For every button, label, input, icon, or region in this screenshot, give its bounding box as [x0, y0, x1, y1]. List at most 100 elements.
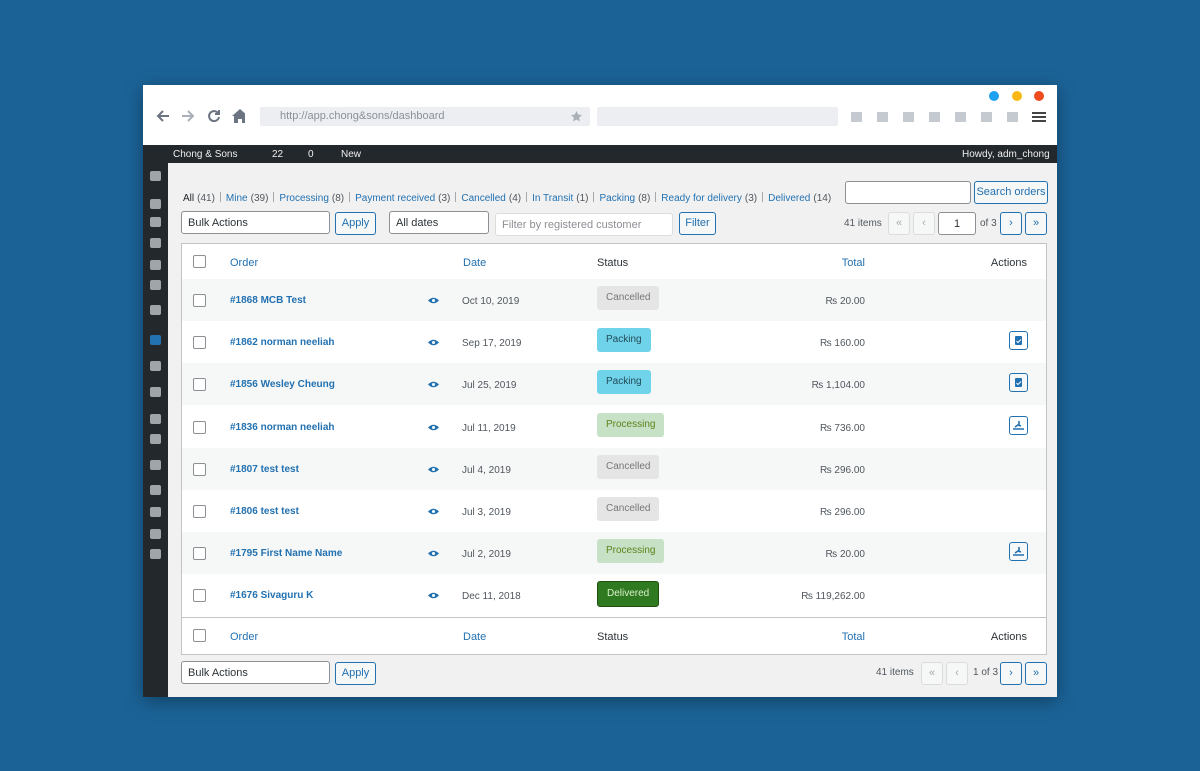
next-page-bottom[interactable]: ›	[1000, 662, 1022, 685]
checkbox[interactable]	[193, 255, 206, 268]
preview-icon[interactable]	[428, 550, 439, 557]
action-button[interactable]	[1009, 415, 1028, 435]
menu-icon[interactable]	[150, 485, 161, 495]
preview-icon[interactable]	[428, 508, 439, 515]
nav-icons[interactable]	[155, 108, 245, 124]
order-link[interactable]: #1807 test test	[230, 463, 299, 475]
filter-button[interactable]: Filter	[679, 212, 716, 235]
column-header[interactable]: Date	[463, 631, 487, 643]
menu-icon[interactable]	[150, 460, 161, 470]
order-link[interactable]: #1806 test test	[230, 506, 299, 517]
checkbox[interactable]	[193, 420, 206, 434]
filter-count: (1)	[576, 193, 589, 204]
apply-button[interactable]: Apply	[335, 212, 376, 235]
comments[interactable]: 0	[308, 149, 314, 160]
order-link[interactable]: #1795 First Name Name	[230, 548, 343, 560]
menu[interactable]	[1032, 112, 1046, 122]
menu-icon[interactable]	[150, 171, 161, 181]
star[interactable]	[571, 111, 582, 122]
menu-icon[interactable]	[150, 434, 161, 444]
menu-icon[interactable]	[150, 280, 161, 290]
last-page[interactable]: »	[1025, 212, 1047, 235]
order-link[interactable]: #1676 Sivaguru K	[230, 590, 314, 602]
checkbox[interactable]	[193, 378, 206, 392]
site-name[interactable]: Chong & Sons	[173, 149, 238, 160]
items-count-bottom: 41 items	[876, 667, 914, 678]
menu-icon[interactable]	[150, 305, 161, 315]
filter-link[interactable]: Cancelled	[461, 193, 506, 204]
action-button[interactable]	[1009, 373, 1028, 393]
column-header[interactable]: Order	[230, 257, 259, 269]
preview-icon[interactable]	[428, 466, 439, 473]
checkbox[interactable]	[193, 629, 206, 642]
date-select[interactable]: All dates	[389, 211, 489, 234]
order-link[interactable]: #1862 norman neeliah	[230, 337, 335, 349]
checkbox[interactable]	[193, 462, 206, 476]
order-link[interactable]: #1868 MCB Test	[230, 295, 306, 306]
filter-link[interactable]: Mine	[225, 193, 248, 204]
menu-icon[interactable]	[150, 549, 161, 559]
filter-link[interactable]: Packing	[599, 193, 636, 204]
preview-icon[interactable]	[428, 297, 439, 304]
menu-icon[interactable]	[150, 507, 161, 517]
column-header[interactable]: Total	[841, 631, 865, 643]
status-filters: All (41) Mine (39) Processing (8) Payment rece…	[183, 192, 831, 204]
filter-link[interactable]: Delivered	[768, 193, 811, 204]
preview-icon[interactable]	[428, 592, 439, 599]
column-header[interactable]: Order	[230, 631, 259, 643]
first-page[interactable]: «	[888, 212, 910, 235]
checkbox[interactable]	[193, 294, 206, 307]
howdy[interactable]: Howdy, adm_chong	[962, 149, 1050, 160]
menu-icon[interactable]	[150, 414, 161, 424]
bulk-select-bottom[interactable]: Bulk Actions	[181, 661, 330, 684]
action-button[interactable]	[1009, 542, 1028, 562]
menu-icon[interactable]	[150, 387, 161, 397]
menu-icon[interactable]	[150, 529, 161, 539]
updates[interactable]: 22	[272, 149, 284, 160]
menu-icon[interactable]	[150, 199, 161, 209]
filter-link[interactable]: Ready for delivery	[661, 193, 742, 204]
menu-icon[interactable]	[150, 260, 161, 270]
search-button[interactable]: Search orders	[974, 181, 1048, 204]
filter-count: (8)	[331, 193, 345, 204]
next-page[interactable]: ›	[1000, 212, 1022, 235]
search-bar[interactable]	[597, 107, 838, 126]
prev-page-bottom[interactable]: ‹	[946, 662, 968, 685]
action-button[interactable]	[1009, 331, 1028, 351]
url-bar[interactable]: http://app.chong&sons/dashboard	[260, 107, 590, 126]
menu-icon[interactable]	[150, 238, 161, 248]
filter-link[interactable]: Payment received	[355, 193, 436, 204]
filter-link[interactable]: Processing	[279, 193, 329, 204]
column-header[interactable]: Date	[463, 257, 487, 269]
customer-select[interactable]: Filter by registered customer	[495, 213, 673, 236]
column-header[interactable]: Total	[841, 257, 865, 269]
filter-link[interactable]: All	[183, 193, 195, 204]
bulk-select[interactable]: Bulk Actions	[181, 211, 330, 234]
filter-count: (39)	[250, 193, 269, 204]
preview-icon[interactable]	[428, 424, 439, 431]
filter-link[interactable]: In Transit	[532, 193, 574, 204]
order-link[interactable]: #1856 Wesley Cheung	[230, 379, 335, 391]
first-page-bottom[interactable]: «	[921, 662, 943, 685]
orders-table: Order Date Status Total Actions #1868 MCB Tes…	[181, 243, 1047, 655]
checkbox[interactable]	[193, 589, 206, 603]
menu-icon[interactable]	[150, 217, 161, 227]
last-page-bottom[interactable]: »	[1025, 662, 1047, 685]
new[interactable]: New	[341, 149, 362, 160]
checkbox[interactable]	[193, 505, 206, 518]
page-input[interactable]: 1	[938, 212, 976, 235]
checkbox[interactable]	[193, 336, 206, 350]
preview-icon[interactable]	[428, 339, 439, 346]
menu-icon[interactable]	[150, 361, 161, 371]
order-date: Dec 11, 2018	[462, 591, 521, 603]
order-link[interactable]: #1836 norman neeliah	[230, 421, 335, 433]
checkbox[interactable]	[193, 547, 206, 561]
prev-page[interactable]: ‹	[913, 212, 935, 235]
search-input[interactable]	[845, 181, 971, 204]
menu-icon[interactable]	[150, 335, 161, 345]
apply-button-bottom[interactable]: Apply	[335, 662, 376, 685]
preview-icon[interactable]	[428, 381, 439, 388]
status-badge: Processing	[597, 412, 665, 437]
separator	[273, 192, 275, 202]
